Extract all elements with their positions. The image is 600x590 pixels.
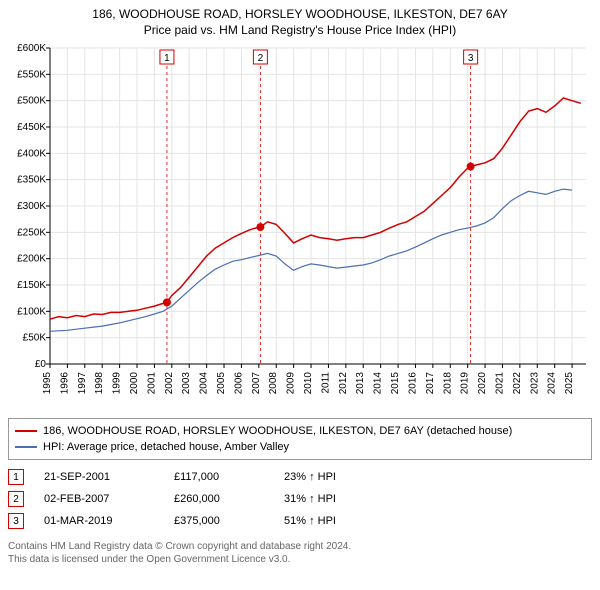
svg-text:1996: 1996 xyxy=(59,372,70,395)
svg-text:2004: 2004 xyxy=(199,372,210,395)
svg-text:1995: 1995 xyxy=(42,372,53,395)
svg-text:£450K: £450K xyxy=(17,122,46,133)
event-pct: 31% ↑ HPI xyxy=(284,493,336,505)
event-row: 1 21-SEP-2001 £117,000 23% ↑ HPI xyxy=(8,466,592,488)
legend: 186, WOODHOUSE ROAD, HORSLEY WOODHOUSE, … xyxy=(8,418,592,460)
event-table: 1 21-SEP-2001 £117,000 23% ↑ HPI 2 02-FE… xyxy=(8,466,592,532)
svg-text:2017: 2017 xyxy=(425,372,436,395)
svg-text:£250K: £250K xyxy=(17,228,46,239)
event-row: 3 01-MAR-2019 £375,000 51% ↑ HPI xyxy=(8,510,592,532)
svg-text:1997: 1997 xyxy=(77,372,88,395)
svg-text:2000: 2000 xyxy=(129,372,140,395)
svg-text:2: 2 xyxy=(258,53,264,64)
svg-text:2006: 2006 xyxy=(233,372,244,395)
title-block: 186, WOODHOUSE ROAD, HORSLEY WOODHOUSE, … xyxy=(8,6,592,38)
footnote-line-2: This data is licensed under the Open Gov… xyxy=(8,553,592,566)
svg-text:£100K: £100K xyxy=(17,307,46,318)
event-pct: 23% ↑ HPI xyxy=(284,471,336,483)
svg-text:1999: 1999 xyxy=(112,372,123,395)
footnote-line-1: Contains HM Land Registry data © Crown c… xyxy=(8,540,592,553)
svg-text:2010: 2010 xyxy=(303,372,314,395)
svg-text:£200K: £200K xyxy=(17,254,46,265)
svg-text:2022: 2022 xyxy=(512,372,523,395)
svg-text:2015: 2015 xyxy=(390,372,401,395)
event-marker-box: 1 xyxy=(8,469,24,485)
event-pct: 51% ↑ HPI xyxy=(284,515,336,527)
svg-text:2008: 2008 xyxy=(268,372,279,395)
line-chart: £0 £50K £100K £150K £200K £250K £300K £350K £400… xyxy=(8,42,592,412)
footnote: Contains HM Land Registry data © Crown c… xyxy=(8,540,592,566)
svg-text:2023: 2023 xyxy=(529,372,540,395)
svg-text:2003: 2003 xyxy=(181,372,192,395)
svg-text:£550K: £550K xyxy=(17,70,46,81)
svg-text:2007: 2007 xyxy=(251,372,262,395)
legend-row-property: 186, WOODHOUSE ROAD, HORSLEY WOODHOUSE, … xyxy=(15,423,585,439)
event-date: 21-SEP-2001 xyxy=(44,471,154,483)
svg-text:2002: 2002 xyxy=(164,372,175,395)
svg-text:£150K: £150K xyxy=(17,280,46,291)
svg-text:2009: 2009 xyxy=(286,372,297,395)
svg-text:2024: 2024 xyxy=(547,372,558,395)
event-marker-box: 3 xyxy=(8,513,24,529)
svg-text:2019: 2019 xyxy=(460,372,471,395)
svg-text:£300K: £300K xyxy=(17,201,46,212)
svg-text:2013: 2013 xyxy=(355,372,366,395)
event-date: 02-FEB-2007 xyxy=(44,493,154,505)
svg-text:2016: 2016 xyxy=(407,372,418,395)
svg-text:1998: 1998 xyxy=(94,372,105,395)
svg-text:£50K: £50K xyxy=(23,333,47,344)
svg-text:2001: 2001 xyxy=(146,372,157,395)
svg-text:£600K: £600K xyxy=(17,43,46,54)
event-price: £260,000 xyxy=(174,493,264,505)
svg-text:2012: 2012 xyxy=(338,372,349,395)
event-price: £117,000 xyxy=(174,471,264,483)
svg-text:2018: 2018 xyxy=(442,372,453,395)
svg-text:2025: 2025 xyxy=(564,372,575,395)
legend-swatch-hpi xyxy=(15,446,37,448)
svg-text:2005: 2005 xyxy=(216,372,227,395)
event-date: 01-MAR-2019 xyxy=(44,515,154,527)
svg-text:£350K: £350K xyxy=(17,175,46,186)
legend-row-hpi: HPI: Average price, detached house, Ambe… xyxy=(15,439,585,455)
plot-container: £0 £50K £100K £150K £200K £250K £300K £350K £400… xyxy=(8,42,592,412)
svg-text:2011: 2011 xyxy=(320,372,331,394)
event-row: 2 02-FEB-2007 £260,000 31% ↑ HPI xyxy=(8,488,592,510)
legend-label-hpi: HPI: Average price, detached house, Ambe… xyxy=(43,441,289,453)
svg-text:3: 3 xyxy=(468,53,474,64)
legend-swatch-property xyxy=(15,430,37,432)
svg-text:£0: £0 xyxy=(35,359,47,370)
legend-label-property: 186, WOODHOUSE ROAD, HORSLEY WOODHOUSE, … xyxy=(43,425,512,437)
svg-text:2021: 2021 xyxy=(494,372,505,395)
event-marker-box: 2 xyxy=(8,491,24,507)
svg-text:2014: 2014 xyxy=(373,372,384,395)
title-line-2: Price paid vs. HM Land Registry's House … xyxy=(8,22,592,38)
event-price: £375,000 xyxy=(174,515,264,527)
chart-wrapper: 186, WOODHOUSE ROAD, HORSLEY WOODHOUSE, … xyxy=(0,0,600,590)
svg-text:2020: 2020 xyxy=(477,372,488,395)
title-line-1: 186, WOODHOUSE ROAD, HORSLEY WOODHOUSE, … xyxy=(8,6,592,22)
svg-text:£400K: £400K xyxy=(17,149,46,160)
svg-text:£500K: £500K xyxy=(17,96,46,107)
svg-text:1: 1 xyxy=(164,53,170,64)
